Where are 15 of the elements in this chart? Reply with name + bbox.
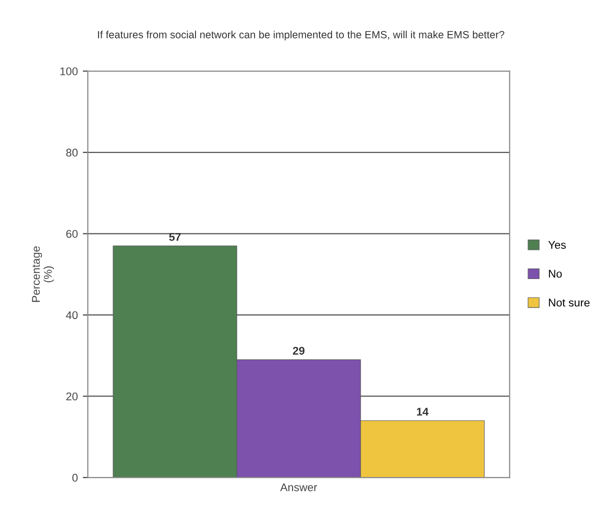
data-label: 29 — [292, 346, 304, 355]
legend-label: Not sure — [548, 298, 590, 307]
y-axis-title: Percentage (%) — [32, 246, 54, 302]
y-tick-label: 60 — [66, 230, 78, 238]
y-tick-label: 80 — [66, 148, 78, 157]
y-tick-label: 0 — [72, 474, 78, 482]
x-axis-title: Answer — [280, 483, 318, 492]
chart-title: If features from social network can be implemented to the EMS, will it make EMS better? — [98, 30, 504, 40]
y-tick-label: 20 — [66, 392, 78, 400]
y-tick-label: 40 — [66, 311, 78, 320]
y-tick-label: 100 — [60, 67, 78, 76]
legend-label: No — [548, 270, 562, 278]
data-label: 57 — [169, 233, 181, 241]
legend-label: Yes — [548, 241, 566, 249]
data-label: 14 — [416, 408, 429, 416]
